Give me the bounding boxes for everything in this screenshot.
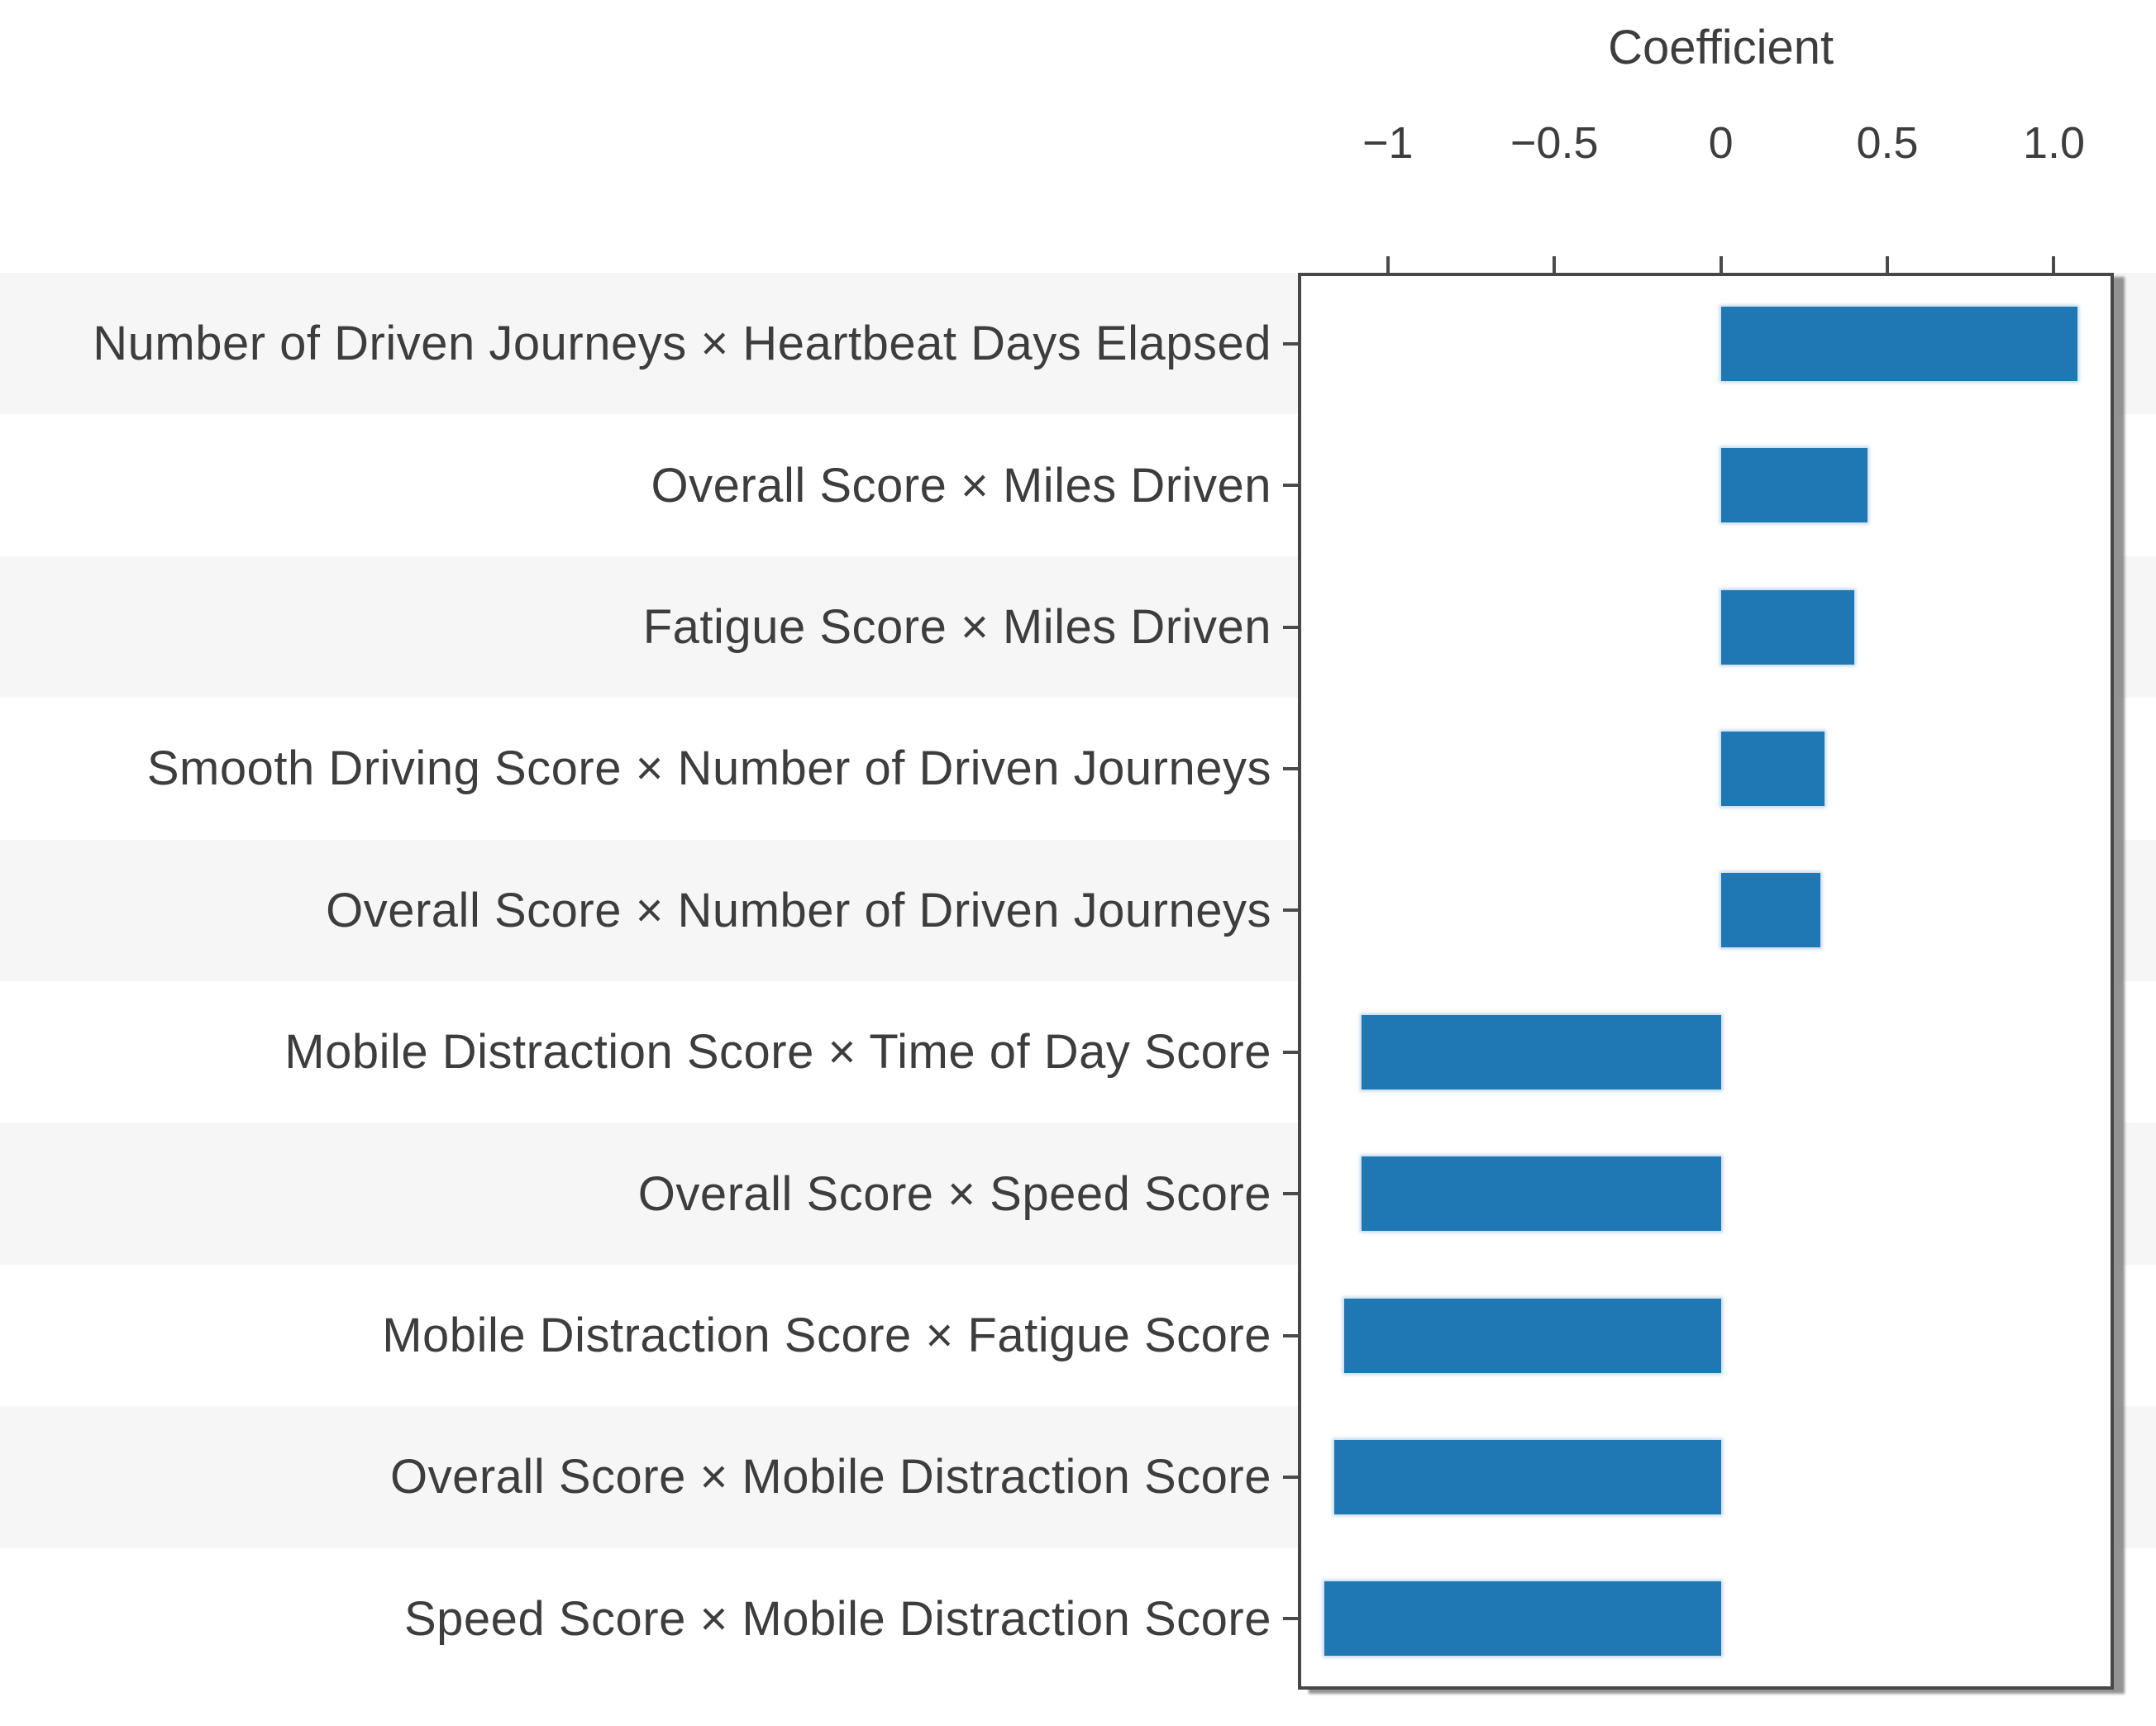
- plot-area: [1298, 273, 2114, 1690]
- x-tick-mark: [2052, 256, 2056, 273]
- bar: [1720, 873, 1821, 948]
- y-tick-mark: [1283, 1475, 1298, 1479]
- y-axis-label: Overall Score × Speed Score: [637, 1166, 1271, 1221]
- y-axis-label: Mobile Distraction Score × Fatigue Score: [382, 1308, 1271, 1362]
- x-tick-label: −1: [1362, 118, 1414, 168]
- x-tick-label: 0.5: [1856, 118, 1919, 168]
- y-axis-label: Fatigue Score × Miles Driven: [642, 599, 1271, 654]
- bar: [1361, 1014, 1721, 1089]
- y-tick-mark: [1283, 1192, 1298, 1196]
- x-tick-mark: [1553, 256, 1557, 273]
- y-axis-label: Overall Score × Mobile Distraction Score: [389, 1450, 1271, 1504]
- bar: [1720, 731, 1824, 806]
- bar: [1720, 306, 2077, 381]
- x-tick-mark: [1386, 256, 1390, 273]
- y-axis-label: Speed Score × Mobile Distraction Score: [403, 1591, 1271, 1646]
- bar: [1324, 1581, 1721, 1657]
- y-tick-mark: [1283, 1617, 1298, 1621]
- y-axis-label: Mobile Distraction Score × Time of Day S…: [284, 1025, 1271, 1080]
- y-tick-mark: [1283, 908, 1298, 913]
- bar: [1720, 448, 1867, 523]
- y-axis-label: Smooth Driving Score × Number of Driven …: [146, 741, 1271, 796]
- y-tick-mark: [1283, 1333, 1298, 1337]
- x-axis-title: Coefficient: [1608, 21, 1834, 74]
- x-tick-mark: [1719, 256, 1723, 273]
- y-axis-label: Number of Driven Journeys × Heartbeat Da…: [93, 317, 1271, 371]
- y-axis-label: Overall Score × Miles Driven: [651, 458, 1271, 513]
- x-tick-label: 0: [1708, 118, 1734, 168]
- bar: [1361, 1156, 1721, 1232]
- bar: [1344, 1298, 1721, 1373]
- y-tick-mark: [1283, 766, 1298, 770]
- y-tick-mark: [1283, 1050, 1298, 1054]
- y-tick-mark: [1283, 484, 1298, 488]
- bar: [1334, 1439, 1721, 1514]
- x-tick-mark: [1886, 256, 1890, 273]
- x-tick-label: 1.0: [2022, 118, 2086, 168]
- y-axis-label: Overall Score × Number of Driven Journey…: [326, 883, 1271, 937]
- bar: [1720, 589, 1854, 665]
- x-tick-label: −0.5: [1510, 118, 1599, 168]
- y-tick-mark: [1283, 341, 1298, 346]
- y-tick-mark: [1283, 625, 1298, 629]
